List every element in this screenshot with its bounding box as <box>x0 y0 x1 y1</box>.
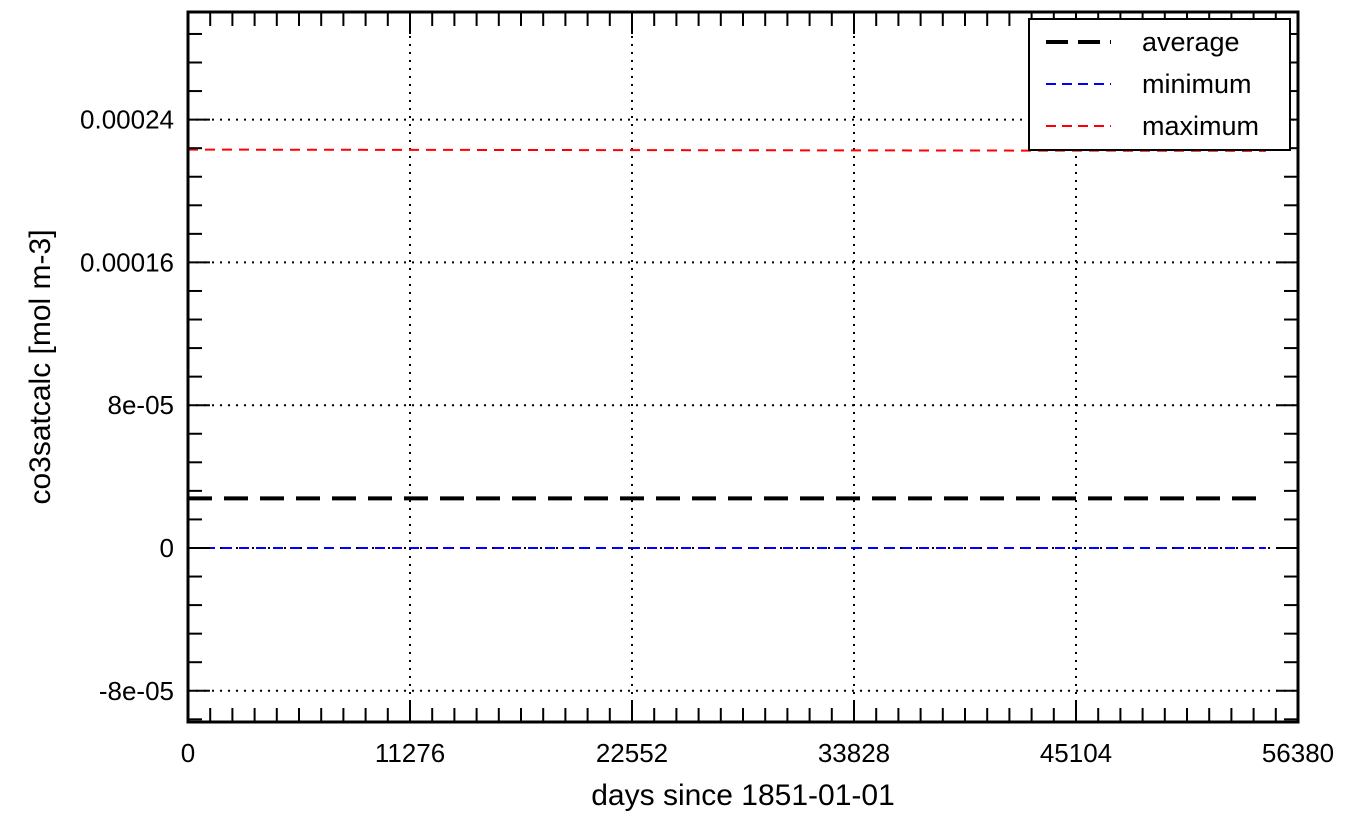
x-tick-label: 45104 <box>1040 738 1112 768</box>
grid <box>188 12 1298 722</box>
y-tick-label: 8e-05 <box>108 390 175 420</box>
legend-label-maximum: maximum <box>1142 111 1259 141</box>
y-tick-label: 0.00024 <box>80 105 174 135</box>
series-lines <box>187 148 1266 549</box>
tick-labels: 0 11276 22552 33828 45104 56380 -8e-05 0 8e-05 0.… <box>80 105 1334 768</box>
x-tick-label: 56380 <box>1262 738 1334 768</box>
x-tick-label: 33828 <box>818 738 890 768</box>
x-tick-label: 22552 <box>596 738 668 768</box>
y-tick-label: 0.00016 <box>80 247 174 277</box>
legend: average minimum maximum <box>1028 18 1291 151</box>
axis-ticks <box>187 12 1299 722</box>
legend-label-average: average <box>1142 27 1240 57</box>
y-tick-label: 0 <box>160 533 174 563</box>
y-tick-label: -8e-05 <box>99 676 174 706</box>
x-tick-label: 11276 <box>375 738 445 768</box>
series-line-maximum <box>187 148 1266 152</box>
y-axis-title: co3satcalc [mol m-3] <box>24 229 57 504</box>
x-tick-label: 0 <box>181 738 195 768</box>
x-axis-title: days since 1851-01-01 <box>591 779 895 812</box>
legend-box <box>1028 18 1291 151</box>
legend-label-minimum: minimum <box>1142 69 1252 99</box>
